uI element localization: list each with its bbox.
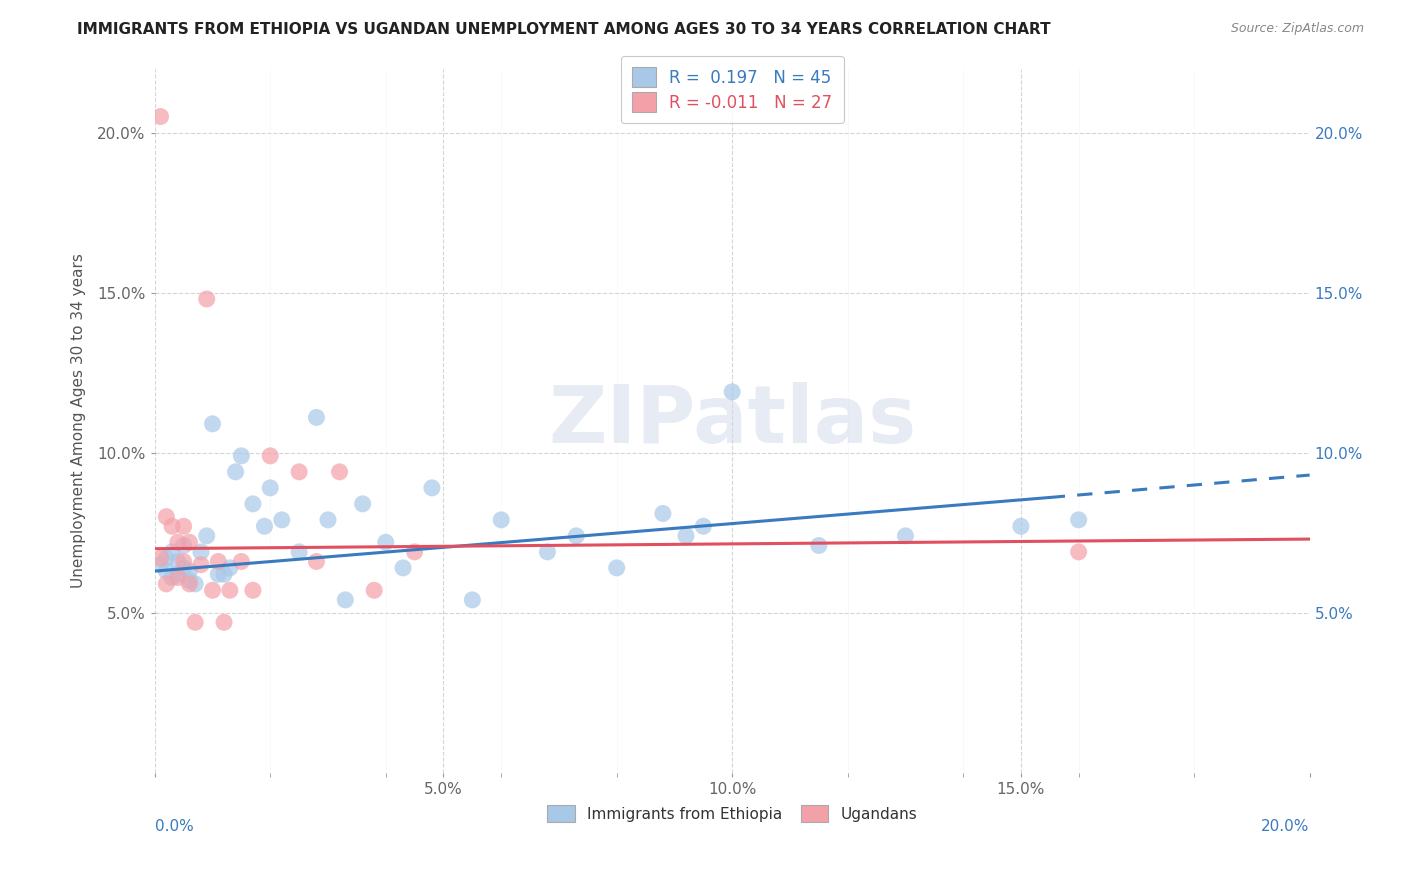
Point xyxy=(207,567,229,582)
Point xyxy=(155,564,177,578)
Point xyxy=(242,497,264,511)
Point xyxy=(651,507,673,521)
Point xyxy=(316,513,339,527)
Point xyxy=(270,513,292,527)
Point xyxy=(166,570,188,584)
Point xyxy=(352,497,374,511)
Point xyxy=(242,583,264,598)
Point xyxy=(404,545,426,559)
Point xyxy=(173,519,195,533)
Point xyxy=(218,583,240,598)
Point xyxy=(461,593,484,607)
Point xyxy=(565,529,588,543)
Point xyxy=(253,519,276,533)
Point xyxy=(212,567,235,582)
Point xyxy=(225,465,247,479)
Point xyxy=(1010,519,1032,533)
Point xyxy=(149,551,172,566)
Point xyxy=(259,449,281,463)
Text: ZIPatlas: ZIPatlas xyxy=(548,382,917,459)
Point xyxy=(184,615,207,630)
Point xyxy=(207,554,229,568)
Text: 20.0%: 20.0% xyxy=(1261,819,1309,833)
Point xyxy=(363,583,385,598)
Text: Source: ZipAtlas.com: Source: ZipAtlas.com xyxy=(1230,22,1364,36)
Point xyxy=(179,577,201,591)
Point xyxy=(305,410,328,425)
Point xyxy=(894,529,917,543)
Point xyxy=(606,561,628,575)
Point xyxy=(288,465,311,479)
Point xyxy=(155,551,177,566)
Point xyxy=(179,535,201,549)
Point xyxy=(1067,545,1090,559)
Point xyxy=(184,577,207,591)
Point xyxy=(166,567,188,582)
Point xyxy=(149,558,172,572)
Point xyxy=(675,529,697,543)
Point xyxy=(201,583,224,598)
Point xyxy=(179,574,201,588)
Point xyxy=(173,554,195,568)
Point xyxy=(149,110,172,124)
Point xyxy=(166,554,188,568)
Legend: Immigrants from Ethiopia, Ugandans: Immigrants from Ethiopia, Ugandans xyxy=(541,798,924,829)
Point xyxy=(155,509,177,524)
Point xyxy=(218,561,240,575)
Point xyxy=(173,561,195,575)
Point xyxy=(1067,513,1090,527)
Point xyxy=(536,545,558,559)
Point xyxy=(489,513,512,527)
Point xyxy=(420,481,443,495)
Point xyxy=(692,519,714,533)
Text: IMMIGRANTS FROM ETHIOPIA VS UGANDAN UNEMPLOYMENT AMONG AGES 30 TO 34 YEARS CORRE: IMMIGRANTS FROM ETHIOPIA VS UGANDAN UNEM… xyxy=(77,22,1050,37)
Point xyxy=(392,561,415,575)
Text: 0.0%: 0.0% xyxy=(155,819,194,833)
Point xyxy=(328,465,350,479)
Point xyxy=(335,593,357,607)
Point xyxy=(259,481,281,495)
Point xyxy=(201,417,224,431)
Point xyxy=(190,545,212,559)
Point xyxy=(190,558,212,572)
Point xyxy=(231,554,253,568)
Point xyxy=(160,570,183,584)
Point xyxy=(166,535,188,549)
Point xyxy=(231,449,253,463)
Point xyxy=(212,615,235,630)
Point xyxy=(195,529,218,543)
Point xyxy=(374,535,396,549)
Point xyxy=(173,539,195,553)
Point xyxy=(288,545,311,559)
Point xyxy=(160,545,183,559)
Point xyxy=(155,577,177,591)
Point xyxy=(195,292,218,306)
Point xyxy=(807,539,830,553)
Point xyxy=(179,564,201,578)
Y-axis label: Unemployment Among Ages 30 to 34 years: Unemployment Among Ages 30 to 34 years xyxy=(72,253,86,588)
Point xyxy=(160,519,183,533)
Point xyxy=(305,554,328,568)
Point xyxy=(721,384,744,399)
